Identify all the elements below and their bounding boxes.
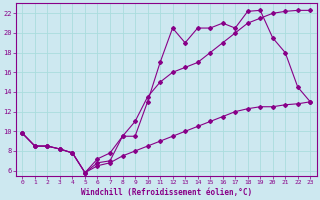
X-axis label: Windchill (Refroidissement éolien,°C): Windchill (Refroidissement éolien,°C) (81, 188, 252, 197)
